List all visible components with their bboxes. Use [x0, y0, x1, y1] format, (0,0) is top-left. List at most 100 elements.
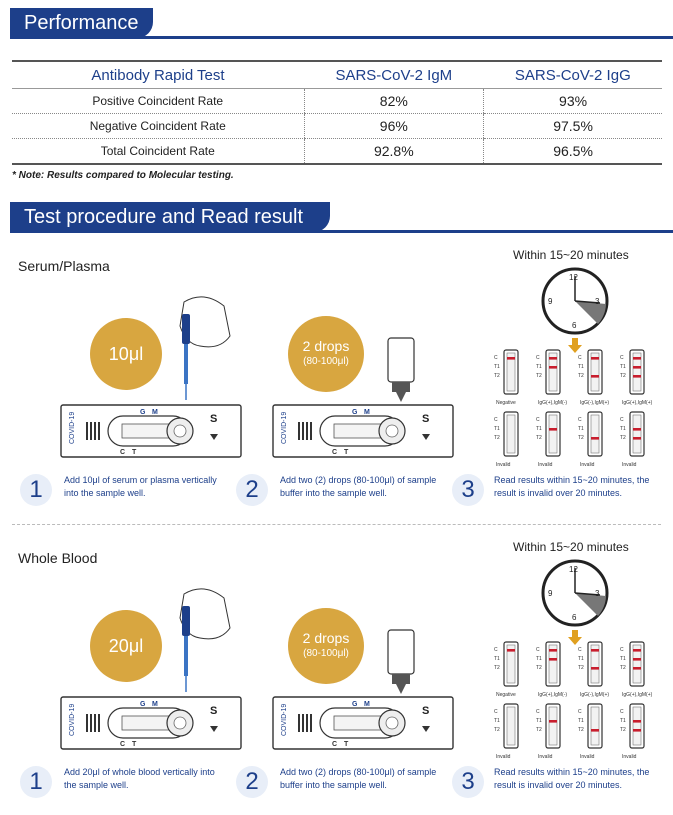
strip-window [506, 644, 516, 684]
svg-label: T2 [536, 665, 542, 671]
strip-window [548, 414, 558, 454]
svg-label: C [536, 417, 540, 423]
result-line [549, 658, 557, 661]
svg-label: COVID-19 [281, 704, 288, 736]
arrow-shape [568, 338, 582, 353]
svg-label: T2 [494, 665, 500, 671]
svg-label: C [494, 417, 498, 423]
svg-label: C [494, 709, 498, 715]
svg-label: C [120, 449, 125, 456]
arrow-icon [422, 434, 430, 440]
svg-label: T1 [536, 718, 542, 724]
arrow-icon [210, 726, 218, 732]
performance-title: Performance [24, 12, 139, 34]
arrow-icon [210, 434, 218, 440]
grip-line [310, 422, 312, 440]
svg-label: C [578, 647, 582, 653]
svg-label: C [494, 647, 498, 653]
svg-label: 12 [569, 565, 578, 574]
svg-label: Negative [496, 400, 516, 406]
svg-label: T1 [578, 426, 584, 432]
drops-sub-label: (80-100μl) [303, 356, 349, 367]
sample-well-inner [385, 424, 399, 438]
step-text: Add two (2) drops (80-100μl) of sample b… [280, 475, 437, 498]
result-line [633, 437, 641, 440]
svg-label: T1 [620, 426, 626, 432]
strip-window [632, 352, 642, 392]
svg-label: C [620, 417, 624, 423]
strip-window [632, 706, 642, 746]
row-label: Total Coincident Rate [12, 138, 304, 165]
strip-window [506, 414, 516, 454]
svg-label: T1 [536, 426, 542, 432]
grip-line [298, 422, 300, 440]
svg-label: T2 [578, 727, 584, 733]
performance-banner: Performance [10, 8, 153, 38]
svg-label: C [620, 709, 624, 715]
svg-label: C [494, 355, 498, 361]
drops-bubble: 2 drops (80-100μl) [288, 316, 364, 392]
row-label: Negative Coincident Rate [12, 113, 304, 139]
svg-label: T [344, 449, 349, 456]
svg-label: C [536, 355, 540, 361]
svg-label: S [210, 705, 217, 717]
result-line [549, 428, 557, 431]
svg-label: M [152, 701, 158, 708]
drops-sub-label: (80-100μl) [303, 648, 349, 659]
igm-value: 92.8% [303, 138, 484, 165]
svg-label: IgG(+),IgM(-) [538, 692, 567, 698]
svg-label: T1 [578, 364, 584, 370]
result-line [507, 649, 515, 652]
svg-label: T1 [536, 656, 542, 662]
svg-label: C [536, 709, 540, 715]
clock-icon: 12 3 6 9 [541, 267, 609, 335]
result-line [591, 667, 599, 670]
result-line [591, 357, 599, 360]
svg-label: 3 [595, 589, 600, 598]
bottle-cap [392, 674, 410, 684]
procedure-title: Test procedure and Read result [24, 206, 304, 228]
result-line [633, 428, 641, 431]
svg-label: C [578, 417, 582, 423]
svg-label: Invalid [538, 754, 553, 760]
result-line [591, 437, 599, 440]
result-line [591, 649, 599, 652]
pipette-tip [184, 636, 188, 676]
grip-line [90, 422, 92, 440]
volume-label: 20μl [108, 636, 144, 656]
grip-line [98, 422, 100, 440]
svg-label: M [152, 409, 158, 416]
step-text: Read results within 15~20 minutes, the r… [494, 475, 650, 498]
clock-sector [575, 593, 606, 616]
svg-label: S [422, 705, 429, 717]
grip-line [86, 422, 88, 440]
window-strip [333, 715, 387, 731]
pipette-tip [184, 344, 188, 384]
arrow-shape [568, 630, 582, 645]
grip-line [94, 422, 96, 440]
svg-label: IgG(+),IgM(+) [622, 400, 653, 406]
step-text: Add 20μl of whole blood vertically into … [64, 767, 215, 790]
grip-line [98, 714, 100, 732]
step-text: Add two (2) drops (80-100μl) of sample b… [280, 767, 437, 790]
result-grid: C T1 T2 Negative C T1 T2 IgG(+),IgM(-) C T1 T2 IgG(… [494, 641, 653, 760]
section-label: Whole Blood [18, 550, 98, 566]
table-header: SARS-CoV-2 IgG [483, 60, 662, 89]
drops-label: 2 drops [302, 338, 350, 354]
igg-value: 93% [483, 88, 662, 114]
svg-label: M [364, 409, 370, 416]
bottle-cap [392, 382, 410, 392]
buffer-bottle-icon [387, 629, 415, 694]
svg-label: Invalid [496, 754, 511, 760]
svg-label: IgG(-),IgM(+) [580, 692, 609, 698]
section-divider [12, 524, 661, 525]
step-number: 3 [452, 766, 484, 798]
strip-window [506, 352, 516, 392]
strip-window [548, 352, 558, 392]
svg-label: G [140, 409, 146, 416]
svg-label: T1 [620, 656, 626, 662]
step-text: Add 10μl of serum or plasma vertically i… [64, 475, 217, 498]
svg-label: 6 [572, 613, 577, 622]
result-line [591, 375, 599, 378]
svg-label: COVID-19 [69, 412, 76, 444]
